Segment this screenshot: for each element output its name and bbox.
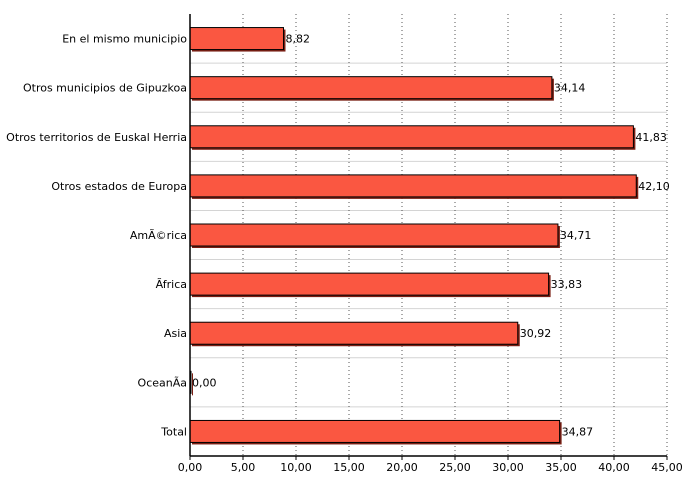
bar — [189, 174, 637, 198]
chart-axes — [189, 14, 667, 457]
x-tick-label: 25,00 — [439, 461, 471, 474]
category-labels: En el mismo municipio Otros municipios de… — [6, 33, 187, 439]
category-label: Otros municipios de Gipuzkoa — [23, 82, 187, 95]
category-label: Ãfrica — [156, 278, 187, 291]
data-label: 33,83 — [551, 278, 583, 291]
x-tick-label: 10,00 — [280, 461, 312, 474]
data-label: 34,87 — [562, 425, 594, 438]
x-tick-label: 30,00 — [492, 461, 524, 474]
x-tick-label: 45,00 — [651, 461, 683, 474]
x-tick-label: 40,00 — [598, 461, 630, 474]
category-label: En el mismo municipio — [62, 33, 187, 46]
bar — [189, 321, 519, 345]
bar-shadow — [192, 373, 193, 396]
bar — [189, 223, 559, 247]
bar — [189, 419, 561, 443]
data-label: 42,10 — [638, 180, 670, 193]
x-tick-label: 35,00 — [545, 461, 577, 474]
data-label: 34,71 — [560, 229, 592, 242]
category-label: OceanÃ­a — [138, 376, 187, 389]
value-labels: 8,82 34,14 41,83 42,10 34,71 33,83 30,92 0,00 34… — [192, 33, 670, 439]
category-label: Asia — [164, 327, 187, 340]
bar — [189, 76, 553, 100]
x-tick-label: 15,00 — [333, 461, 365, 474]
category-label: Otros territorios de Euskal Herria — [6, 131, 187, 144]
x-tick-label: 20,00 — [386, 461, 418, 474]
data-label: 30,92 — [520, 327, 552, 340]
x-tick-label: 5,00 — [231, 461, 256, 474]
category-label: Total — [160, 425, 187, 438]
category-label: Otros estados de Europa — [51, 180, 187, 193]
category-label: AmÃ©rica — [130, 229, 187, 242]
bar — [189, 272, 550, 296]
bar — [189, 27, 284, 51]
x-tick-labels: 0,00 5,00 10,00 15,00 20,00 25,00 30,00 35,00 40… — [178, 456, 683, 474]
data-label: 34,14 — [554, 82, 586, 95]
bar — [189, 125, 634, 149]
x-tick-label: 0,00 — [178, 461, 203, 474]
chart-bars — [189, 27, 639, 445]
data-label: 41,83 — [635, 131, 667, 144]
data-label: 8,82 — [285, 33, 310, 46]
data-label: 0,00 — [192, 376, 217, 389]
